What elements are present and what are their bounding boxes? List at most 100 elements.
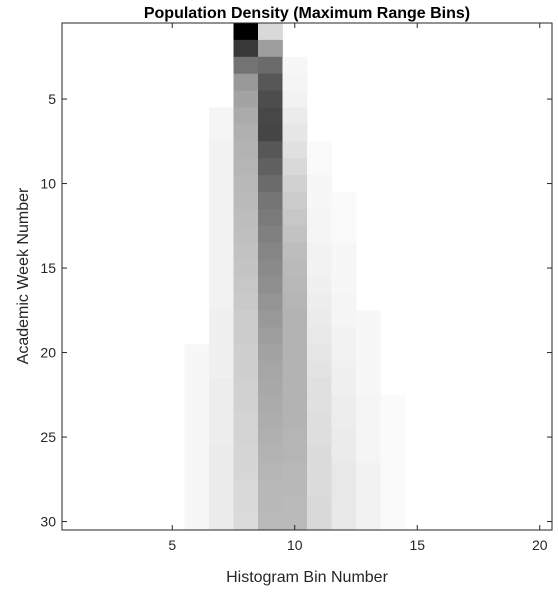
heatmap-cell [282, 259, 308, 277]
heatmap-cell [233, 377, 259, 396]
heatmap-cell [282, 192, 308, 210]
heatmap-cell [233, 344, 259, 362]
heatmap-cell [380, 462, 406, 480]
x-tick-label: 10 [287, 537, 303, 553]
heatmap-cell [233, 56, 259, 75]
chart-title: Population Density (Maximum Range Bins) [144, 5, 470, 22]
heatmap-cell [233, 411, 259, 429]
heatmap-cell [282, 394, 308, 413]
heatmap-cell [331, 445, 357, 463]
heatmap-cell [307, 496, 332, 514]
heatmap-cell [233, 496, 259, 514]
heatmap-cell [209, 327, 234, 345]
heatmap-cell [209, 513, 234, 531]
heatmap-cell [356, 377, 381, 396]
heatmap-cell [209, 175, 234, 193]
heatmap-cell [258, 23, 283, 41]
heatmap-cell [258, 344, 283, 362]
heatmap-cell [258, 175, 283, 193]
heatmap-cell [331, 310, 357, 328]
heatmap-cell [307, 361, 332, 379]
heatmap-cell [307, 479, 332, 497]
heatmap-cell [209, 462, 234, 480]
heatmap-cell [331, 479, 357, 497]
heatmap-cell [307, 208, 332, 227]
heatmap-cell [380, 394, 406, 413]
heatmap-cell [233, 23, 259, 41]
heatmap-cell [258, 208, 283, 227]
heatmap-cell [209, 479, 234, 497]
heatmap-cell [184, 445, 210, 463]
heatmap-cell [380, 445, 406, 463]
heatmap-cell [331, 225, 357, 244]
heatmap-cells [184, 23, 406, 531]
heatmap-cell [356, 479, 381, 497]
heatmap-cell [356, 327, 381, 345]
heatmap-cell [282, 107, 308, 125]
heatmap-cell [258, 310, 283, 328]
x-tick-label: 15 [409, 537, 425, 553]
heatmap-cell [380, 496, 406, 514]
heatmap-cell [282, 428, 308, 446]
heatmap-cell [258, 361, 283, 379]
heatmap-cell [233, 242, 259, 260]
heatmap-cell [233, 293, 259, 311]
heatmap-cell [258, 56, 283, 75]
heatmap-cell [258, 428, 283, 446]
heatmap-cell [258, 124, 283, 142]
heatmap-cell [233, 361, 259, 379]
heatmap-cell [307, 411, 332, 429]
heatmap-cell [258, 411, 283, 429]
heatmap-cell [356, 411, 381, 429]
heatmap-cell [209, 310, 234, 328]
heatmap-cell [209, 259, 234, 277]
heatmap-cell [233, 141, 259, 159]
heatmap-cell [307, 394, 332, 413]
heatmap-cell [331, 344, 357, 362]
heatmap-cell [282, 175, 308, 193]
heatmap-cell [233, 192, 259, 210]
heatmap-cell [258, 192, 283, 210]
heatmap-cell [209, 344, 234, 362]
heatmap-cell [356, 428, 381, 446]
y-tick-label: 15 [40, 260, 56, 276]
heatmap-cell [233, 310, 259, 328]
heatmap-cell [184, 496, 210, 514]
heatmap-cell [356, 344, 381, 362]
heatmap-cell [282, 242, 308, 260]
heatmap-cell [282, 513, 308, 531]
x-axis-ticks: 5 10 15 20 [168, 23, 548, 553]
heatmap-cell [258, 107, 283, 125]
heatmap-cell [282, 479, 308, 497]
heatmap-cell [331, 377, 357, 396]
heatmap-cell [233, 394, 259, 413]
heatmap-cell [307, 462, 332, 480]
plot-frame [61, 22, 553, 531]
heatmap-cell [282, 276, 308, 294]
heatmap-cell [233, 445, 259, 463]
heatmap-cell [258, 479, 283, 497]
heatmap-cell [209, 141, 234, 159]
heatmap-cell [282, 310, 308, 328]
y-axis-ticks: 5 10 15 20 25 30 [40, 91, 552, 530]
heatmap-cell [331, 428, 357, 446]
heatmap-cell [307, 344, 332, 362]
heatmap-cell [331, 259, 357, 277]
heatmap-cell [233, 39, 259, 58]
heatmap-cell [258, 513, 283, 531]
heatmap-cell [209, 394, 234, 413]
heatmap-cell [331, 208, 357, 227]
heatmap-cell [307, 225, 332, 244]
y-axis-label: Academic Week Number [15, 187, 32, 364]
heatmap-cell [258, 259, 283, 277]
heatmap-cell [307, 513, 332, 531]
heatmap-cell [282, 141, 308, 159]
heatmap-cell [331, 242, 357, 260]
heatmap-cell [307, 310, 332, 328]
heatmap-cell [282, 225, 308, 244]
heatmap-cell [331, 192, 357, 210]
heatmap-cell [209, 293, 234, 311]
x-tick-label: 20 [532, 537, 548, 553]
